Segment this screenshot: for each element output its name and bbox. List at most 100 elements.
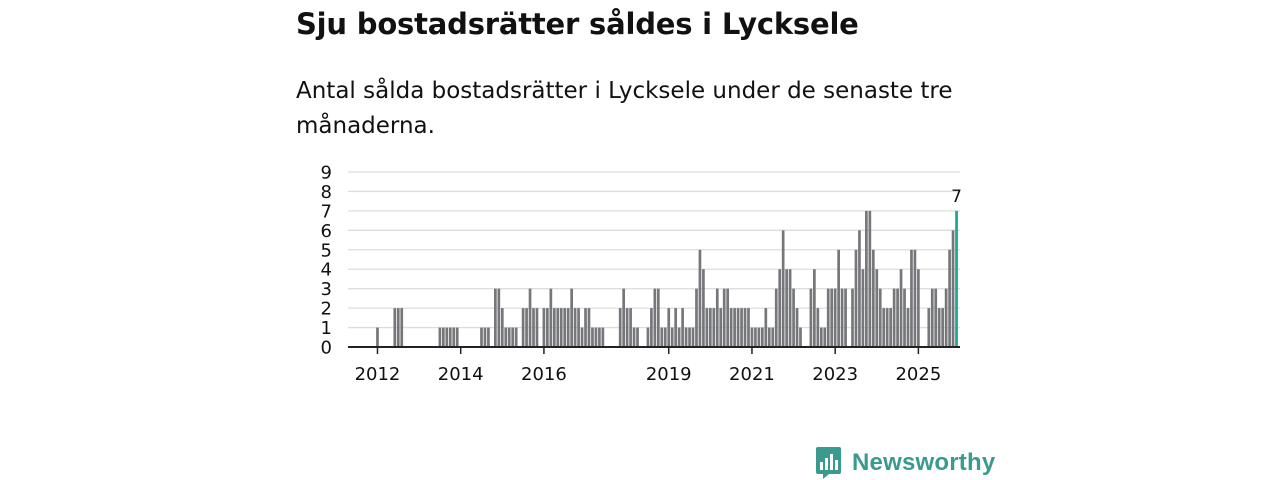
bar	[570, 288, 574, 347]
bar	[871, 249, 875, 347]
bar	[601, 327, 605, 347]
bar	[861, 269, 865, 347]
bar	[937, 308, 941, 347]
x-tick-label: 2021	[729, 364, 775, 385]
bar	[684, 327, 688, 347]
y-tick-label: 7	[321, 201, 332, 222]
bar	[892, 288, 896, 347]
bar	[778, 269, 782, 347]
bar	[632, 327, 636, 347]
bar	[455, 327, 459, 347]
x-tick-label: 2012	[355, 364, 401, 385]
bar	[532, 308, 535, 347]
bar	[785, 269, 788, 347]
bar	[941, 308, 945, 347]
bar	[722, 288, 726, 347]
bar	[573, 308, 577, 347]
bar	[587, 308, 591, 347]
bar	[899, 269, 903, 347]
x-tick-label: 2014	[438, 364, 484, 385]
bar	[927, 308, 931, 347]
bar	[885, 308, 889, 347]
bar	[764, 308, 768, 347]
bar	[878, 288, 882, 347]
bar	[442, 327, 445, 347]
bar	[733, 308, 736, 347]
bar	[826, 288, 830, 347]
y-tick-label: 0	[321, 338, 332, 359]
bar	[813, 269, 816, 347]
bar	[844, 288, 847, 347]
bar	[598, 327, 601, 347]
bar	[761, 327, 764, 347]
y-tick-label: 1	[321, 318, 332, 339]
bar	[580, 327, 584, 347]
bar	[726, 288, 730, 347]
bar	[542, 308, 546, 347]
bar	[674, 308, 678, 347]
bar	[594, 327, 598, 347]
newsworthy-wordmark: Newsworthy	[852, 449, 996, 476]
bar	[448, 327, 452, 347]
bar	[549, 288, 553, 347]
bar	[528, 288, 532, 347]
bar	[896, 288, 899, 347]
bar	[705, 308, 709, 347]
bar	[566, 308, 570, 347]
bar	[774, 288, 778, 347]
bar	[497, 288, 501, 347]
bar	[521, 308, 525, 347]
y-tick-label: 6	[321, 221, 332, 242]
bar	[816, 308, 820, 347]
y-tick-label: 5	[321, 240, 332, 261]
bar	[396, 308, 400, 347]
bar	[809, 288, 813, 347]
bar	[667, 308, 671, 347]
bar	[393, 308, 397, 347]
bar	[445, 327, 449, 347]
bar-latest	[955, 210, 958, 347]
bar	[698, 249, 702, 347]
bar	[757, 327, 761, 347]
bar	[636, 327, 639, 347]
bar	[670, 327, 674, 347]
bar	[750, 327, 754, 347]
x-tick-label: 2023	[812, 364, 858, 385]
bar	[618, 308, 622, 347]
bar	[930, 288, 934, 347]
bar	[906, 308, 910, 347]
bar	[691, 327, 695, 347]
bar	[677, 327, 681, 347]
bar	[629, 308, 632, 347]
bar	[858, 230, 861, 347]
bar	[552, 308, 556, 347]
bar	[715, 288, 719, 347]
bar	[788, 269, 792, 347]
bar	[910, 249, 913, 347]
bar	[830, 288, 834, 347]
bar	[781, 230, 785, 347]
bar	[882, 308, 886, 347]
bar	[584, 308, 587, 347]
bar	[556, 308, 560, 347]
bar	[563, 308, 567, 347]
y-tick-label: 2	[321, 299, 332, 320]
latest-value-label: 7	[951, 187, 962, 207]
bar	[511, 327, 515, 347]
bar	[660, 327, 664, 347]
newsworthy-logo-icon	[816, 447, 841, 479]
bar	[747, 308, 750, 347]
axes	[348, 346, 960, 354]
bar	[702, 269, 705, 347]
bar	[767, 327, 771, 347]
x-tick-label: 2016	[521, 364, 567, 385]
bar	[653, 288, 657, 347]
bar	[504, 327, 508, 347]
bar	[376, 327, 379, 347]
bar	[792, 288, 795, 347]
bar	[494, 288, 497, 347]
y-tick-label: 8	[321, 182, 332, 203]
bar	[525, 308, 528, 347]
bar	[577, 308, 580, 347]
